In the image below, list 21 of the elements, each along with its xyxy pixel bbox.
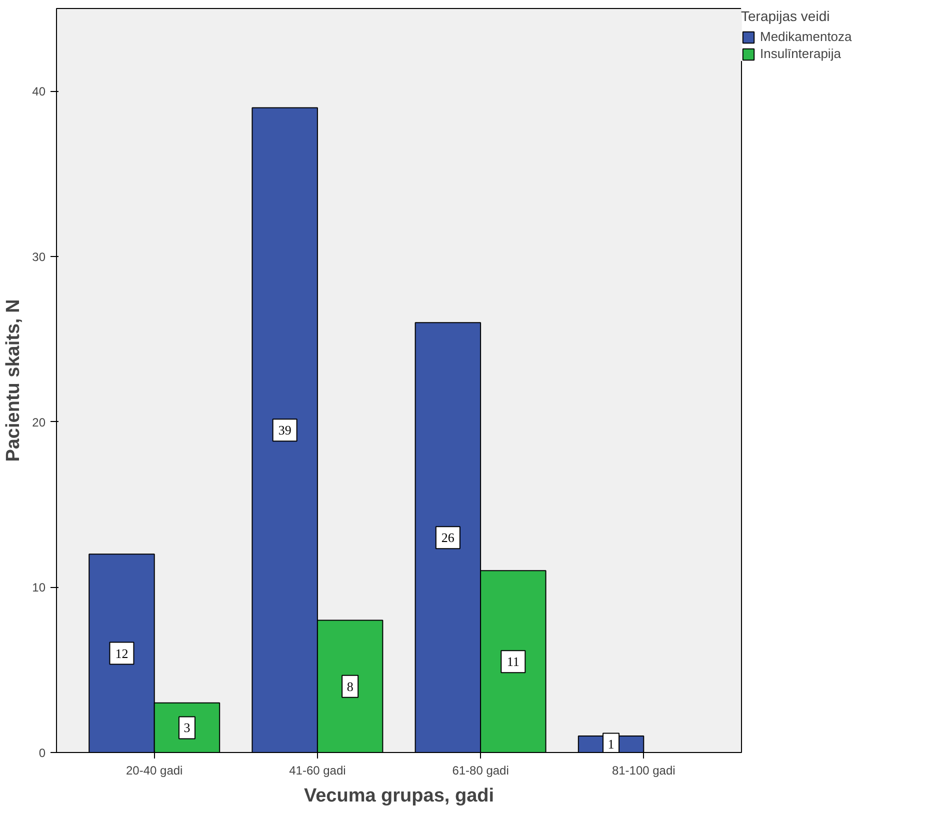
data-label: 11	[506, 654, 520, 670]
x-tick-label: 20-40 gadi	[126, 764, 183, 778]
x-tick-label: 81-100 gadi	[612, 764, 676, 778]
x-tick-label: 41-60 gadi	[289, 764, 346, 778]
y-tick-label: 0	[38, 746, 46, 760]
x-tick-label: 61-80 gadi	[452, 764, 509, 778]
y-tick-label: 40	[32, 84, 46, 99]
y-tick-label: 10	[32, 580, 46, 595]
data-label: 39	[278, 422, 292, 438]
legend-label: Insulīnterapija	[760, 46, 841, 61]
x-axis-title: Vecuma grupas, gadi	[304, 786, 494, 806]
data-label: 8	[346, 678, 354, 694]
legend-label: Medikamentoza	[760, 29, 852, 44]
y-axis-title: Pacientu skaits, N	[3, 299, 24, 462]
y-tick-label: 20	[32, 415, 46, 430]
data-label: 12	[115, 646, 128, 661]
data-label: 26	[441, 530, 455, 546]
data-label: 1	[608, 736, 614, 752]
legend-title: Terapijas veidi	[741, 8, 831, 24]
data-label: 3	[184, 720, 190, 736]
y-tick-label: 30	[32, 250, 46, 264]
